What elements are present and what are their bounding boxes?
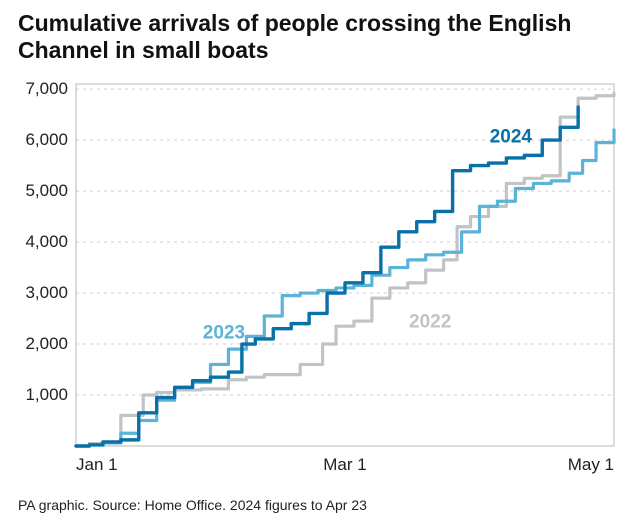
chart-area: 1,000 2,000 3,000 4,000 5,000 6,000 7,000 Jan 1…: [18, 78, 622, 486]
series-label-2023: 2023: [203, 322, 245, 343]
series-label-2022: 2022: [409, 312, 451, 333]
series-2022: [76, 93, 614, 446]
y-tick-label: 7,000: [25, 79, 68, 98]
y-tick-label: 1,000: [25, 385, 68, 404]
y-tick-label: 4,000: [25, 232, 68, 251]
x-tick-label: Mar 1: [323, 455, 366, 474]
series-label-2024: 2024: [490, 127, 533, 148]
chart-caption: PA graphic. Source: Home Office. 2024 fi…: [18, 497, 367, 513]
y-tick-label: 3,000: [25, 283, 68, 302]
chart-svg: 1,000 2,000 3,000 4,000 5,000 6,000 7,000 Jan 1…: [18, 78, 622, 486]
y-tick-label: 2,000: [25, 334, 68, 353]
x-tick-label: Jan 1: [76, 455, 118, 474]
y-tick-label: 5,000: [25, 181, 68, 200]
chart-title: Cumulative arrivals of people crossing t…: [18, 10, 622, 64]
y-tick-label: 6,000: [25, 130, 68, 149]
x-tick-label: May 1: [568, 455, 614, 474]
